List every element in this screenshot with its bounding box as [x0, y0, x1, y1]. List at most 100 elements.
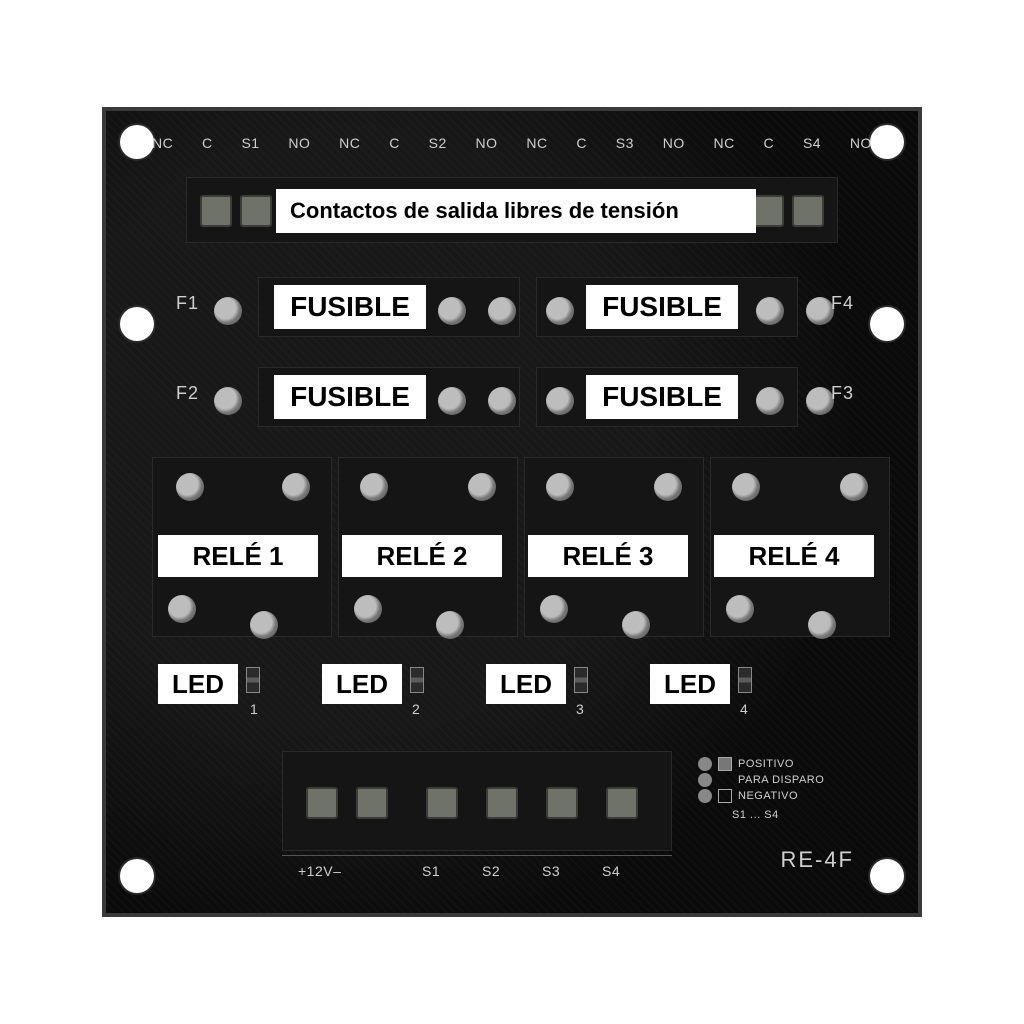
legend-text: S1 ... S4 — [732, 809, 779, 821]
pin-label: S2 — [429, 135, 447, 151]
legend-text: NEGATIVO — [738, 790, 798, 802]
led-number: 1 — [250, 701, 258, 717]
pin-label: NO — [850, 135, 872, 151]
fuse-label: FUSIBLE — [586, 285, 738, 329]
input-label: S2 — [482, 863, 500, 879]
solder-pad — [438, 297, 466, 325]
terminal — [240, 195, 272, 227]
model-number: RE-4F — [780, 847, 854, 873]
input-label: S1 — [422, 863, 440, 879]
legend-dot-icon — [698, 789, 712, 803]
solder-pad — [546, 473, 574, 501]
solder-pad — [488, 297, 516, 325]
pin-label: NO — [476, 135, 498, 151]
solder-pad — [546, 387, 574, 415]
power-label: +12V– — [298, 863, 341, 879]
solder-pad — [540, 595, 568, 623]
led-chip-icon — [246, 667, 260, 693]
fuse-label: FUSIBLE — [586, 375, 738, 419]
terminal — [426, 787, 458, 819]
legend-text: POSITIVO — [738, 758, 794, 770]
led-label: LED — [322, 664, 402, 704]
pin-label: S3 — [616, 135, 634, 151]
pin-label: C — [764, 135, 775, 151]
legend-box-icon — [718, 789, 732, 803]
terminal — [752, 195, 784, 227]
input-label: S4 — [602, 863, 620, 879]
relay-label: RELÉ 1 — [158, 535, 318, 577]
pin-label: NC — [339, 135, 360, 151]
relay-label: RELÉ 4 — [714, 535, 874, 577]
silk-f1: F1 — [176, 293, 199, 314]
solder-pad — [360, 473, 388, 501]
board-surface: NC C S1 NO NC C S2 NO NC C S3 NO NC C S4… — [102, 107, 922, 917]
relay-label: RELÉ 3 — [528, 535, 688, 577]
mounting-hole-bl — [120, 859, 154, 893]
solder-pad — [726, 595, 754, 623]
mounting-hole-br — [870, 859, 904, 893]
mounting-hole-ml — [120, 307, 154, 341]
led-label: LED — [650, 664, 730, 704]
legend-box-icon — [718, 757, 732, 771]
legend-dot-icon — [698, 773, 712, 787]
led-label: LED — [158, 664, 238, 704]
pin-label: C — [389, 135, 400, 151]
fuse-label: FUSIBLE — [274, 375, 426, 419]
fuse-label: FUSIBLE — [274, 285, 426, 329]
solder-pad — [354, 595, 382, 623]
terminal — [200, 195, 232, 227]
pin-label: NC — [152, 135, 173, 151]
solder-pad — [282, 473, 310, 501]
terminal — [486, 787, 518, 819]
solder-pad — [654, 473, 682, 501]
solder-pad — [214, 387, 242, 415]
header-label: Contactos de salida libres de tensión — [276, 189, 756, 233]
solder-pad — [622, 611, 650, 639]
silk-f2: F2 — [176, 383, 199, 404]
mounting-hole-mr — [870, 307, 904, 341]
solder-pad — [806, 297, 834, 325]
legend: POSITIVO PARA DISPARO NEGATIVO S1 ... S4 — [698, 757, 898, 823]
pin-label: S4 — [803, 135, 821, 151]
solder-pad — [806, 387, 834, 415]
terminal — [606, 787, 638, 819]
solder-pad — [546, 297, 574, 325]
terminal — [792, 195, 824, 227]
terminal — [306, 787, 338, 819]
pin-label: NC — [526, 135, 547, 151]
solder-pad — [168, 595, 196, 623]
top-pin-strip: NC C S1 NO NC C S2 NO NC C S3 NO NC C S4… — [106, 115, 918, 151]
led-chip-icon — [574, 667, 588, 693]
solder-pad — [436, 611, 464, 639]
led-chip-icon — [738, 667, 752, 693]
solder-pad — [756, 387, 784, 415]
solder-pad — [756, 297, 784, 325]
divider-line — [282, 855, 672, 856]
pin-label: C — [202, 135, 213, 151]
led-number: 2 — [412, 701, 420, 717]
pin-label: C — [576, 135, 587, 151]
solder-pad — [176, 473, 204, 501]
input-label: S3 — [542, 863, 560, 879]
pin-label: NC — [714, 135, 735, 151]
relay-label: RELÉ 2 — [342, 535, 502, 577]
terminal — [546, 787, 578, 819]
legend-text: PARA DISPARO — [738, 774, 824, 786]
led-number: 3 — [576, 701, 584, 717]
led-number: 4 — [740, 701, 748, 717]
pin-label: NO — [663, 135, 685, 151]
legend-dot-icon — [698, 757, 712, 771]
terminal — [356, 787, 388, 819]
led-label: LED — [486, 664, 566, 704]
silk-f4: F4 — [831, 293, 854, 314]
solder-pad — [808, 611, 836, 639]
led-chip-icon — [410, 667, 424, 693]
solder-pad — [840, 473, 868, 501]
solder-pad — [250, 611, 278, 639]
solder-pad — [438, 387, 466, 415]
solder-pad — [488, 387, 516, 415]
solder-pad — [732, 473, 760, 501]
pin-label: S1 — [241, 135, 259, 151]
solder-pad — [214, 297, 242, 325]
silk-f3: F3 — [831, 383, 854, 404]
